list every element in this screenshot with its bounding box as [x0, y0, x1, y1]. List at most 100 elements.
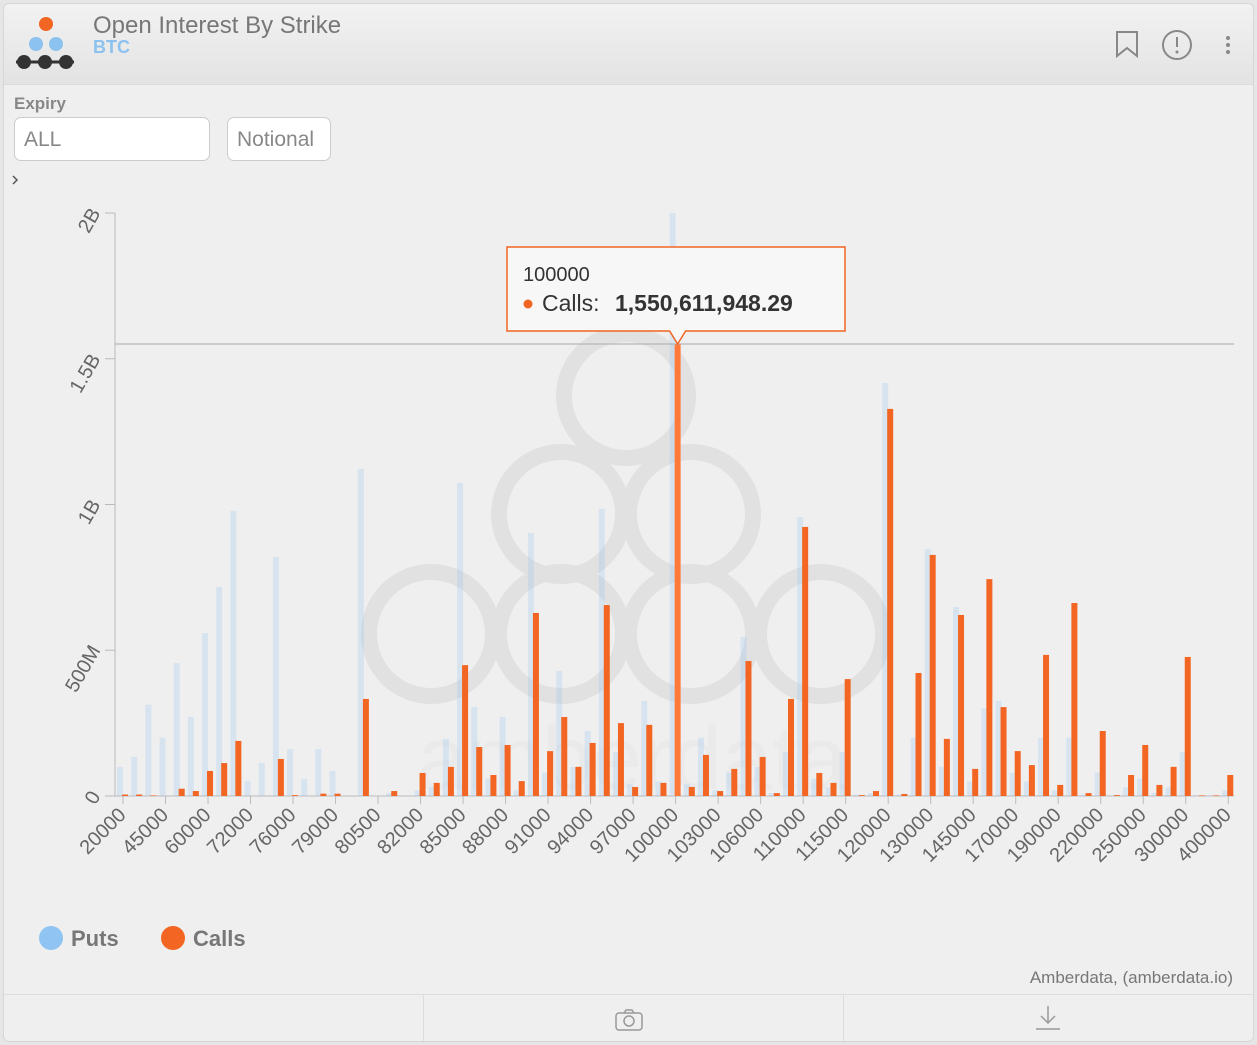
- x-tick-label: 82000: [373, 804, 428, 859]
- bar: [1085, 793, 1092, 796]
- bar: [178, 788, 185, 796]
- bar: [1080, 794, 1087, 796]
- bar: [1043, 654, 1050, 796]
- bar: [598, 508, 605, 796]
- info-icon[interactable]: [1162, 30, 1192, 60]
- y-tick-label: 1.5B: [66, 350, 106, 397]
- bar: [1009, 772, 1016, 796]
- bar: [499, 717, 506, 796]
- bar: [953, 607, 960, 796]
- bar: [1222, 790, 1229, 796]
- bar: [782, 752, 789, 796]
- download-icon[interactable]: [1033, 1003, 1063, 1033]
- bar: [447, 766, 454, 796]
- bar: [235, 740, 242, 796]
- bar: [943, 738, 950, 796]
- bar: [320, 793, 327, 796]
- bar: [1165, 787, 1172, 796]
- bookmark-icon[interactable]: [1116, 31, 1138, 59]
- bar: [726, 772, 733, 796]
- bar: [731, 768, 738, 796]
- x-tick-label: 20000: [76, 804, 131, 859]
- bar: [471, 707, 478, 796]
- bar: [839, 752, 846, 796]
- bar: [1170, 766, 1177, 796]
- bar: [759, 756, 766, 796]
- x-tick-label: 91000: [501, 804, 556, 859]
- camera-icon[interactable]: [614, 1007, 644, 1033]
- mode-button[interactable]: Notional: [227, 117, 331, 161]
- bar: [1179, 752, 1186, 796]
- bar: [910, 737, 917, 796]
- bar: [660, 782, 667, 796]
- bar: [589, 742, 596, 796]
- bar: [202, 633, 209, 796]
- bar: [683, 784, 690, 796]
- bar: [1128, 775, 1135, 796]
- bar: [301, 779, 308, 796]
- bar: [896, 794, 903, 796]
- bar: [490, 775, 497, 796]
- bar: [547, 751, 554, 796]
- toolbar[interactable]: [1109, 26, 1249, 66]
- bar: [192, 791, 199, 796]
- legend-label: Puts: [71, 926, 119, 951]
- bar: [428, 787, 435, 796]
- watermark-ring: [491, 444, 631, 584]
- x-tick-label: 85000: [416, 804, 471, 859]
- expand-arrow[interactable]: [12, 175, 19, 185]
- bar: [570, 766, 577, 796]
- bar: [357, 468, 364, 796]
- bar: [1213, 795, 1220, 796]
- bar: [1038, 737, 1045, 796]
- bar: [712, 790, 719, 796]
- bar: [187, 717, 194, 796]
- subtitle: BTC: [93, 37, 130, 57]
- bar: [924, 549, 931, 796]
- widget: Open Interest By Strike BTC Expiry ALL N…: [3, 3, 1254, 1042]
- bar: [485, 778, 492, 796]
- bar: [938, 766, 945, 796]
- bar: [1028, 765, 1035, 796]
- expiry-select[interactable]: ALL: [14, 117, 210, 161]
- x-tick-label: 79000: [288, 804, 343, 859]
- bar: [858, 795, 865, 796]
- watermark-ring: [621, 444, 761, 584]
- bar: [754, 766, 761, 796]
- y-tick-label: 1B: [74, 496, 105, 528]
- footer: [4, 994, 1253, 1041]
- bar: [617, 723, 624, 796]
- bar: [627, 784, 634, 796]
- tooltip-title: 100000: [523, 264, 590, 286]
- bar: [386, 793, 393, 796]
- bar: [972, 768, 979, 796]
- bar: [1156, 784, 1163, 796]
- watermark-ring: [361, 564, 501, 704]
- tooltip-box: [506, 246, 846, 346]
- bar: [853, 794, 860, 796]
- bar: [669, 213, 676, 796]
- bar: [768, 793, 775, 796]
- x-tick-label: 94000: [543, 804, 598, 859]
- bar: [584, 730, 591, 796]
- watermark-ring: [556, 326, 696, 466]
- bar: [1184, 656, 1191, 796]
- bar: [688, 786, 695, 796]
- bar: [901, 793, 908, 796]
- menu-icon[interactable]: [1226, 36, 1230, 54]
- bar: [825, 787, 832, 796]
- bar: [1023, 781, 1030, 796]
- x-tick-label: 88000: [458, 804, 513, 859]
- bar: [244, 781, 251, 796]
- logo: [16, 17, 74, 69]
- bar: [414, 790, 421, 796]
- bar: [518, 781, 525, 796]
- bar: [230, 510, 237, 796]
- bar: [773, 793, 780, 796]
- bar: [655, 781, 662, 796]
- bar: [207, 770, 214, 796]
- bar: [797, 517, 804, 796]
- tooltip-marker: [523, 299, 533, 309]
- watermark-ring: [621, 564, 761, 704]
- bar: [1099, 730, 1106, 796]
